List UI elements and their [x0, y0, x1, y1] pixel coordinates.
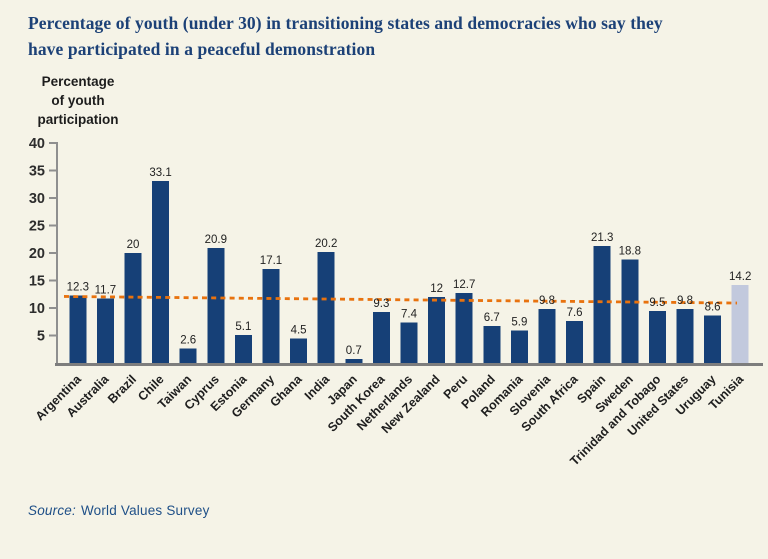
bar-value-label: 20: [127, 239, 140, 251]
bar-tunisia: [731, 284, 749, 363]
y-axis-title-line-3: participation: [37, 112, 119, 127]
trend-line: [63, 295, 738, 305]
bar-ghana: [290, 338, 308, 363]
bar-argentina: [69, 295, 87, 363]
y-axis-tick-label: 25: [29, 219, 45, 235]
y-axis-tick-label: 35: [29, 164, 45, 180]
source-label: Source:: [28, 503, 76, 518]
category-label-brazil: Brazil: [105, 372, 139, 406]
bar-netherlands: [400, 322, 418, 363]
chart-title: Percentage of youth (under 30) in transi…: [28, 10, 748, 62]
bar-value-label: 6.7: [484, 312, 500, 324]
bar-value-label: 20.9: [205, 234, 227, 246]
bar-value-label: 0.7: [346, 345, 362, 357]
bar-value-label: 2.6: [180, 335, 196, 347]
source-note: Source: World Values Survey: [28, 503, 210, 518]
bar-poland: [483, 326, 501, 363]
chart-title-line-2: have participated in a peaceful demonstr…: [28, 39, 376, 59]
bar-india: [317, 251, 335, 363]
bar-estonia: [234, 334, 252, 363]
bar-taiwan: [179, 348, 197, 363]
bar-germany: [262, 268, 280, 363]
bar-value-label: 20.2: [315, 238, 337, 250]
bar-united-states: [676, 309, 694, 363]
bar-value-label: 7.6: [567, 307, 583, 319]
y-axis-title-line-1: Percentage: [41, 74, 115, 89]
bar-south-africa: [566, 321, 584, 363]
bar-value-label: 8.6: [705, 302, 721, 314]
y-axis-tick-label: 5: [37, 329, 45, 345]
y-axis-tick-label: 20: [29, 246, 45, 262]
bar-value-label: 9.3: [373, 298, 389, 310]
bar-brazil: [124, 253, 142, 363]
bar-value-label: 12.3: [67, 281, 89, 293]
bar-sweden: [621, 259, 639, 363]
bar-australia: [96, 298, 114, 363]
source-value: World Values Survey: [80, 503, 210, 518]
bar-value-label: 9.8: [539, 295, 555, 307]
bar-value-label: 12.7: [453, 279, 475, 291]
y-axis-tick-label: 15: [29, 274, 45, 290]
bar-south-korea: [372, 311, 390, 363]
bar-peru: [455, 293, 473, 363]
bar-value-label: 33.1: [149, 167, 171, 179]
bar-new-zealand: [428, 297, 446, 363]
y-axis-tick-label: 40: [29, 136, 45, 152]
bar-spain: [593, 245, 611, 363]
bar-cyprus: [207, 248, 225, 363]
bar-value-label: 12: [430, 283, 443, 295]
bar-romania: [510, 330, 528, 363]
bar-value-label: 5.9: [511, 317, 527, 329]
bar-value-label: 5.1: [235, 321, 251, 333]
bar-japan: [345, 359, 363, 363]
bar-value-label: 17.1: [260, 255, 282, 267]
y-axis-title-line-2: of youth: [51, 93, 105, 108]
bar-value-label: 9.5: [649, 297, 665, 309]
y-axis-title: Percentage of youth participation: [28, 72, 128, 129]
bar-chile: [152, 180, 170, 363]
chart-title-line-1: Percentage of youth (under 30) in transi…: [28, 13, 663, 33]
bar-uruguay: [704, 315, 722, 363]
bar-value-label: 14.2: [729, 271, 751, 283]
bar-value-label: 9.8: [677, 295, 693, 307]
category-label-ghana: Ghana: [267, 371, 305, 409]
bar-value-label: 7.4: [401, 308, 418, 320]
bar-value-label: 21.3: [591, 232, 613, 244]
y-axis-tick-label: 30: [29, 191, 45, 207]
bar-slovenia: [538, 309, 556, 363]
bar-value-label: 4.5: [291, 324, 307, 336]
bar-trinidad-and-tobago: [648, 310, 666, 363]
y-axis-tick-label: 10: [29, 301, 45, 317]
bar-value-label: 11.7: [95, 285, 117, 297]
bar-value-label: 18.8: [619, 246, 641, 258]
